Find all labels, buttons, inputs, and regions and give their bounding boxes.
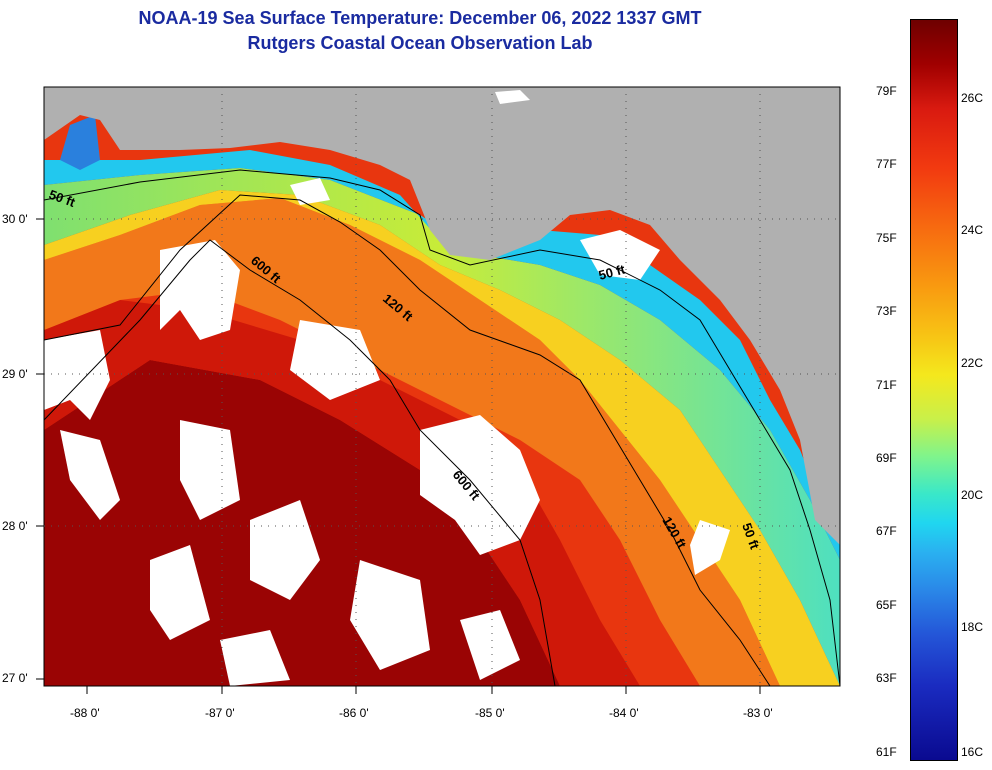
water-bay <box>60 115 100 170</box>
colorbar-f-label: 79F <box>876 83 897 98</box>
colorbar-c-label: 18C <box>961 619 984 634</box>
colorbar-f-label: 63F <box>876 671 897 686</box>
axis-ticks <box>36 218 761 694</box>
colorbar-f-label: 77F <box>876 157 897 172</box>
lon-label: -85 0' <box>475 706 505 720</box>
colorbar-f-label: 67F <box>876 524 897 539</box>
colorbar-f-label: 69F <box>876 451 897 465</box>
lon-label: -86 0' <box>339 706 369 720</box>
cloud-mask <box>44 90 730 686</box>
water-orange <box>44 198 780 686</box>
colorbar-c-label: 24C <box>961 223 984 238</box>
colorbar-c-label: 20C <box>961 487 984 502</box>
colorbar-f-label: 61F <box>876 744 897 759</box>
colorbar-f-label: 75F <box>876 230 897 245</box>
colorbar-c-label: 26C <box>961 91 984 106</box>
colorbar-f-label: 73F <box>876 304 897 319</box>
lon-label: -83 0' <box>743 706 773 720</box>
colorbar-c-label: 16C <box>961 745 984 759</box>
map-title: NOAA-19 Sea Surface Temperature: Decembe… <box>138 8 702 28</box>
colorbar-f-label: 71F <box>876 377 897 392</box>
lat-label: 30 0' <box>2 212 28 226</box>
land <box>44 87 840 545</box>
lon-label: -84 0' <box>609 706 639 720</box>
colorbar-c-label: 22C <box>961 355 984 370</box>
lat-label: 29 0' <box>2 367 28 381</box>
map-frame <box>43 86 841 687</box>
lat-label: 27 0' <box>2 671 28 685</box>
lon-label: -87 0' <box>205 706 235 720</box>
lon-label: -88 0' <box>70 706 100 720</box>
colorbar-f-label: 65F <box>876 597 897 612</box>
water-yellow <box>44 190 840 686</box>
map-subtitle: Rutgers Coastal Ocean Observation Lab <box>247 33 593 53</box>
temperature-colorbar <box>910 19 958 761</box>
depth-contours <box>44 169 840 686</box>
contour-label: 50 ft <box>597 261 627 283</box>
lat-label: 28 0' <box>2 519 28 533</box>
